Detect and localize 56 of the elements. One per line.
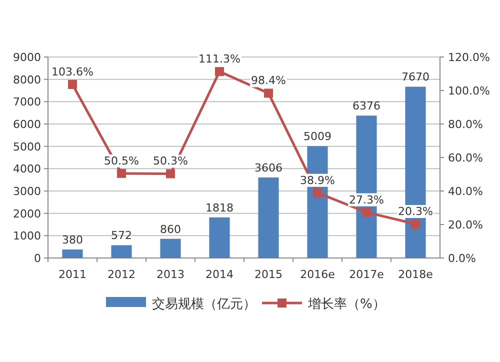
data-label: 3606 [254,161,282,174]
data-label: 572 [111,229,132,242]
x-tick-label: 2012 [108,268,136,281]
point [215,67,224,76]
point [411,219,420,228]
x-tick-label: 2018e [398,268,434,281]
data-label: 380 [62,234,83,247]
data-label: 20.3% [398,204,433,218]
point [362,208,371,217]
data-label: 103.6% [52,65,94,78]
data-label: 111.3% [198,52,240,66]
data-label: 50.5% [104,154,139,168]
legend-label: 增长率（%） [307,296,386,312]
point [166,169,175,178]
y2-tick-label: 0.0% [448,252,476,265]
y-tick-label: 1000 [13,230,41,243]
data-label: 5009 [304,130,332,144]
x-tick-label: 2016e [300,268,336,281]
data-label: 1818 [206,201,234,214]
bar [209,217,230,258]
y-tick-label: 3000 [13,185,41,198]
y-tick-label: 2000 [13,207,41,220]
x-tick-label: 2013 [156,268,184,281]
y-tick-label: 5000 [13,140,41,154]
x-tick-label: 2017e [349,268,384,281]
y2-tick-label: 60.0% [448,152,483,164]
y2-tick-label: 40.0% [448,185,483,198]
y-tick-label: 8000 [13,73,41,86]
bar [160,238,181,258]
bar [62,250,83,258]
data-label: 38.9% [300,174,335,187]
x-tick-label: 2015 [254,268,282,281]
bar [258,177,279,258]
point [264,88,273,98]
y2-tick-label: 120.0% [448,51,490,64]
legend-label: 交易规模（亿元） [152,296,256,312]
y-tick-label: 7000 [13,96,41,109]
y-tick-label: 0 [34,252,41,265]
data-label: 50.3% [153,154,188,168]
point [117,168,126,178]
point [68,80,77,89]
y2-tick-label: 20.0% [448,218,483,232]
y-tick-label: 4000 [13,162,41,176]
x-tick-label: 2014 [206,268,234,281]
y-tick-label: 6000 [13,118,41,131]
point [313,188,322,198]
y-tick-label: 9000 [13,51,41,64]
data-label: 6376 [352,100,380,113]
y2-tick-label: 100.0% [448,84,490,98]
y2-tick-label: 80.0% [448,118,483,131]
data-label: 860 [160,222,181,236]
bar [111,245,132,258]
data-label: 27.3% [349,193,384,206]
data-label: 7670 [402,70,430,84]
data-label: 98.4% [251,74,286,88]
x-tick-label: 2011 [58,268,86,281]
